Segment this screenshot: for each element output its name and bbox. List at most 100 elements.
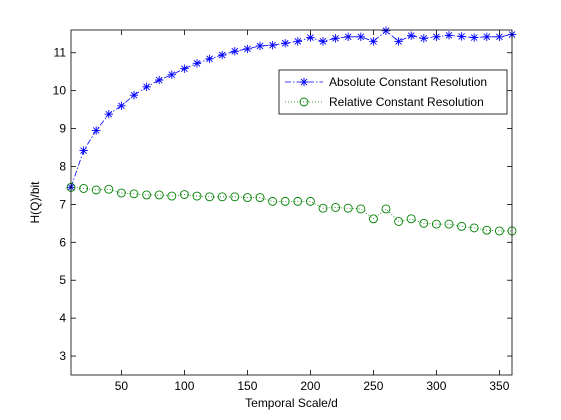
data-point xyxy=(482,32,491,42)
legend-marker xyxy=(299,77,309,87)
data-point xyxy=(167,191,177,201)
y-tick-label: 9 xyxy=(59,122,66,136)
data-point xyxy=(280,196,290,206)
data-point xyxy=(406,214,416,224)
data-point xyxy=(230,47,239,56)
data-point xyxy=(394,217,404,226)
y-tick-label: 8 xyxy=(59,159,66,173)
data-point xyxy=(432,32,441,42)
y-tick-label: 4 xyxy=(59,311,66,325)
y-axis-label: H(Q)/bit xyxy=(28,181,42,224)
data-point xyxy=(407,31,416,40)
data-point xyxy=(129,91,139,100)
data-point xyxy=(142,190,152,200)
data-point xyxy=(242,193,252,203)
data-point xyxy=(268,196,278,206)
data-point xyxy=(104,184,114,194)
data-point xyxy=(331,202,341,212)
data-point xyxy=(356,32,365,42)
data-point xyxy=(457,32,466,41)
data-point xyxy=(469,223,479,233)
x-axis-label: Temporal Scale/d xyxy=(245,396,338,410)
data-point xyxy=(155,75,164,85)
legend-box xyxy=(278,69,508,115)
data-point xyxy=(419,34,428,43)
data-point xyxy=(318,203,328,213)
data-point xyxy=(218,50,227,60)
y-tick-label: 11 xyxy=(54,46,67,60)
axes-box xyxy=(70,29,513,376)
data-point xyxy=(205,54,214,64)
data-point xyxy=(281,39,290,48)
data-point xyxy=(318,37,328,46)
series-line xyxy=(70,186,512,232)
data-point xyxy=(356,204,366,214)
data-point xyxy=(444,31,454,40)
x-tick-label: 100 xyxy=(174,379,194,393)
data-point xyxy=(444,219,454,229)
data-point xyxy=(91,185,101,195)
data-point xyxy=(381,26,391,35)
data-point xyxy=(116,188,126,198)
data-point xyxy=(482,225,492,235)
data-point xyxy=(217,192,227,202)
data-point xyxy=(293,37,302,46)
data-point xyxy=(394,37,403,46)
data-point xyxy=(457,221,467,231)
data-point xyxy=(79,146,88,155)
data-point xyxy=(431,219,441,229)
x-tick-label: 50 xyxy=(115,379,129,393)
x-tick-label: 200 xyxy=(300,379,320,393)
data-point xyxy=(268,40,277,50)
data-point xyxy=(331,34,340,43)
data-point xyxy=(167,70,176,79)
data-point xyxy=(180,64,189,73)
x-tick-label: 250 xyxy=(363,379,383,393)
series-absolute xyxy=(66,26,517,192)
data-point xyxy=(305,196,315,206)
data-point xyxy=(192,191,202,201)
x-tick-label: 300 xyxy=(426,379,446,393)
data-point xyxy=(470,33,479,42)
legend-label-absolute: Absolute Constant Resolution xyxy=(329,75,487,89)
data-point xyxy=(117,101,126,111)
y-tick-label: 7 xyxy=(59,197,66,211)
data-point xyxy=(104,109,113,119)
legend: Absolute Constant Resolution Relative Co… xyxy=(278,69,508,115)
data-point xyxy=(192,59,202,68)
x-tick-label: 350 xyxy=(489,379,509,393)
y-tick-label: 10 xyxy=(53,84,67,98)
data-point xyxy=(179,190,189,199)
data-point xyxy=(255,41,265,51)
series-layer xyxy=(66,26,517,236)
data-point xyxy=(142,82,151,92)
data-point xyxy=(293,196,303,206)
tick-layer: 50 100 150 200 250 300 350 3 4 5 6 7 8 9 10 11 xyxy=(53,30,512,393)
y-tick-label: 3 xyxy=(59,349,66,363)
data-point xyxy=(230,192,240,202)
data-point xyxy=(243,44,252,54)
data-point xyxy=(79,184,89,193)
legend-sample-absolute xyxy=(285,77,323,87)
data-point xyxy=(129,189,139,199)
data-point xyxy=(92,126,101,135)
axes-layer xyxy=(70,29,513,376)
data-point xyxy=(369,37,378,46)
data-point xyxy=(154,190,164,200)
data-point xyxy=(381,204,391,214)
y-tick-label: 5 xyxy=(59,273,66,287)
data-point xyxy=(368,214,378,224)
series-relative xyxy=(66,182,517,236)
data-point xyxy=(344,32,353,42)
y-tick-label: 6 xyxy=(59,235,66,249)
x-tick-label: 150 xyxy=(237,379,257,393)
data-point xyxy=(419,218,429,228)
legend-sample-relative xyxy=(285,97,323,107)
legend-marker xyxy=(299,97,309,107)
data-point xyxy=(255,193,265,203)
data-point xyxy=(494,226,504,236)
legend-label-relative: Relative Constant Resolution xyxy=(329,95,484,109)
data-point xyxy=(343,203,353,213)
